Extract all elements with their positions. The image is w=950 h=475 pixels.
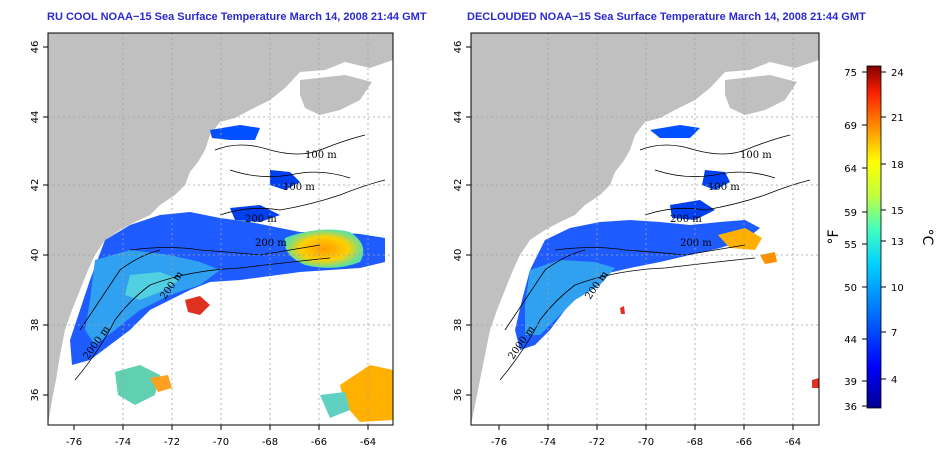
y-tick-label: 44	[453, 111, 464, 124]
contour-label: 100 m	[305, 150, 337, 161]
fahrenheit-unit-label: °F	[826, 229, 842, 244]
contour-label: 100 m	[708, 182, 740, 193]
contour-label: 100 m	[740, 150, 772, 161]
x-tick-label: -76	[491, 437, 507, 448]
contour-label: 200 m	[680, 238, 712, 249]
y-tick-label: 42	[453, 179, 464, 192]
colorbar-gradient	[866, 65, 882, 409]
celsius-unit-label: °C	[919, 229, 935, 246]
x-tick-label: -68	[262, 437, 278, 448]
fahrenheit-tick: 69	[844, 121, 857, 132]
fahrenheit-tick: 44	[844, 335, 857, 346]
y-tick-label: 38	[453, 319, 464, 332]
y-tick-label: 38	[30, 319, 41, 332]
celsius-tick: 21	[891, 113, 904, 124]
x-tick-label: -74	[115, 437, 131, 448]
contour-label: 200 m	[255, 238, 287, 249]
right-map-title: DECLOUDED NOAA−15 Sea Surface Temperatur…	[467, 11, 866, 23]
land-mass	[48, 33, 393, 425]
y-tick-label: 46	[30, 41, 41, 54]
celsius-tick: 4	[891, 375, 897, 386]
celsius-tick: 7	[891, 328, 897, 339]
fahrenheit-tick: 39	[844, 377, 857, 388]
x-tick-label: -66	[736, 437, 752, 448]
fahrenheit-tick: 75	[844, 68, 857, 79]
isobath-2000m	[499, 249, 756, 381]
contour-label: 100 m	[283, 182, 315, 193]
fahrenheit-tick: 55	[844, 240, 857, 251]
x-tick-label: -66	[311, 437, 327, 448]
fahrenheit-tick: 64	[844, 164, 857, 175]
celsius-tick: 10	[891, 283, 904, 294]
temperature-colorbar: 75 69 64 59 55 50 44 39 36 24 21 18 15 1…	[826, 65, 935, 413]
land-mass	[471, 33, 819, 425]
x-tick-label: -74	[540, 437, 556, 448]
celsius-tick: 15	[891, 206, 904, 217]
contour-label: 200 m	[245, 214, 277, 225]
y-tick-label: 36	[30, 389, 41, 402]
left-map-title: RU COOL NOAA−15 Sea Surface Temperature …	[47, 11, 427, 23]
contour-label: 200 m	[670, 214, 702, 225]
y-tick-label: 40	[453, 249, 464, 262]
left-map-panel: 100 m 100 m 200 m 200 m 200 m 2000 m -76…	[30, 32, 394, 448]
x-tick-label: -72	[589, 437, 605, 448]
x-tick-label: -64	[360, 437, 376, 448]
x-tick-label: -72	[164, 437, 180, 448]
x-tick-label: -70	[638, 437, 654, 448]
y-tick-label: 42	[30, 179, 41, 192]
right-map-frame	[470, 32, 820, 426]
isobath-200m	[129, 179, 386, 256]
celsius-tick: 13	[891, 237, 904, 248]
isobath-100m	[639, 134, 791, 179]
y-tick-label: 44	[30, 111, 41, 124]
fahrenheit-tick: 50	[844, 283, 857, 294]
isobath-200m	[554, 179, 811, 256]
isobath-2000m	[74, 249, 331, 381]
y-tick-label: 36	[453, 389, 464, 402]
fahrenheit-tick: 36	[844, 402, 857, 413]
x-tick-label: -70	[213, 437, 229, 448]
fahrenheit-tick: 59	[844, 208, 857, 219]
celsius-tick: 24	[891, 68, 904, 79]
celsius-tick: 18	[891, 160, 904, 171]
right-map-panel: 100 m 100 m 200 m 200 m 200 m 2000 m -76…	[453, 32, 820, 448]
x-tick-label: -64	[785, 437, 801, 448]
x-tick-label: -68	[687, 437, 703, 448]
y-tick-label: 46	[453, 41, 464, 54]
x-tick-label: -76	[66, 437, 82, 448]
isobath-100m	[214, 134, 366, 179]
y-tick-label: 40	[30, 249, 41, 262]
